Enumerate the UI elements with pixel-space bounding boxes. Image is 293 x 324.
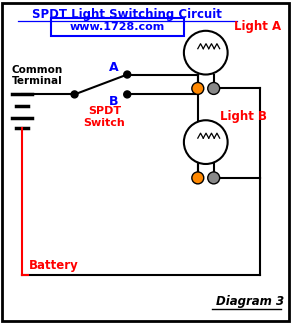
Circle shape — [208, 172, 220, 184]
Circle shape — [124, 71, 131, 78]
Text: Battery: Battery — [29, 259, 79, 272]
Text: Diagram 3: Diagram 3 — [217, 295, 285, 308]
Text: Light B: Light B — [220, 110, 267, 123]
FancyBboxPatch shape — [51, 18, 184, 36]
Text: Common
Terminal: Common Terminal — [11, 65, 62, 87]
Text: www.1728.com: www.1728.com — [70, 22, 165, 32]
Circle shape — [192, 172, 204, 184]
Circle shape — [192, 83, 204, 94]
Circle shape — [208, 83, 220, 94]
Circle shape — [184, 120, 228, 164]
Text: A: A — [109, 61, 119, 74]
Circle shape — [71, 91, 78, 98]
Text: B: B — [109, 95, 119, 108]
Text: SPDT
Switch: SPDT Switch — [84, 106, 125, 128]
Text: SPDT Light Switching Circuit: SPDT Light Switching Circuit — [32, 8, 222, 21]
Circle shape — [184, 31, 228, 75]
Text: Light A: Light A — [234, 20, 281, 33]
Circle shape — [124, 91, 131, 98]
